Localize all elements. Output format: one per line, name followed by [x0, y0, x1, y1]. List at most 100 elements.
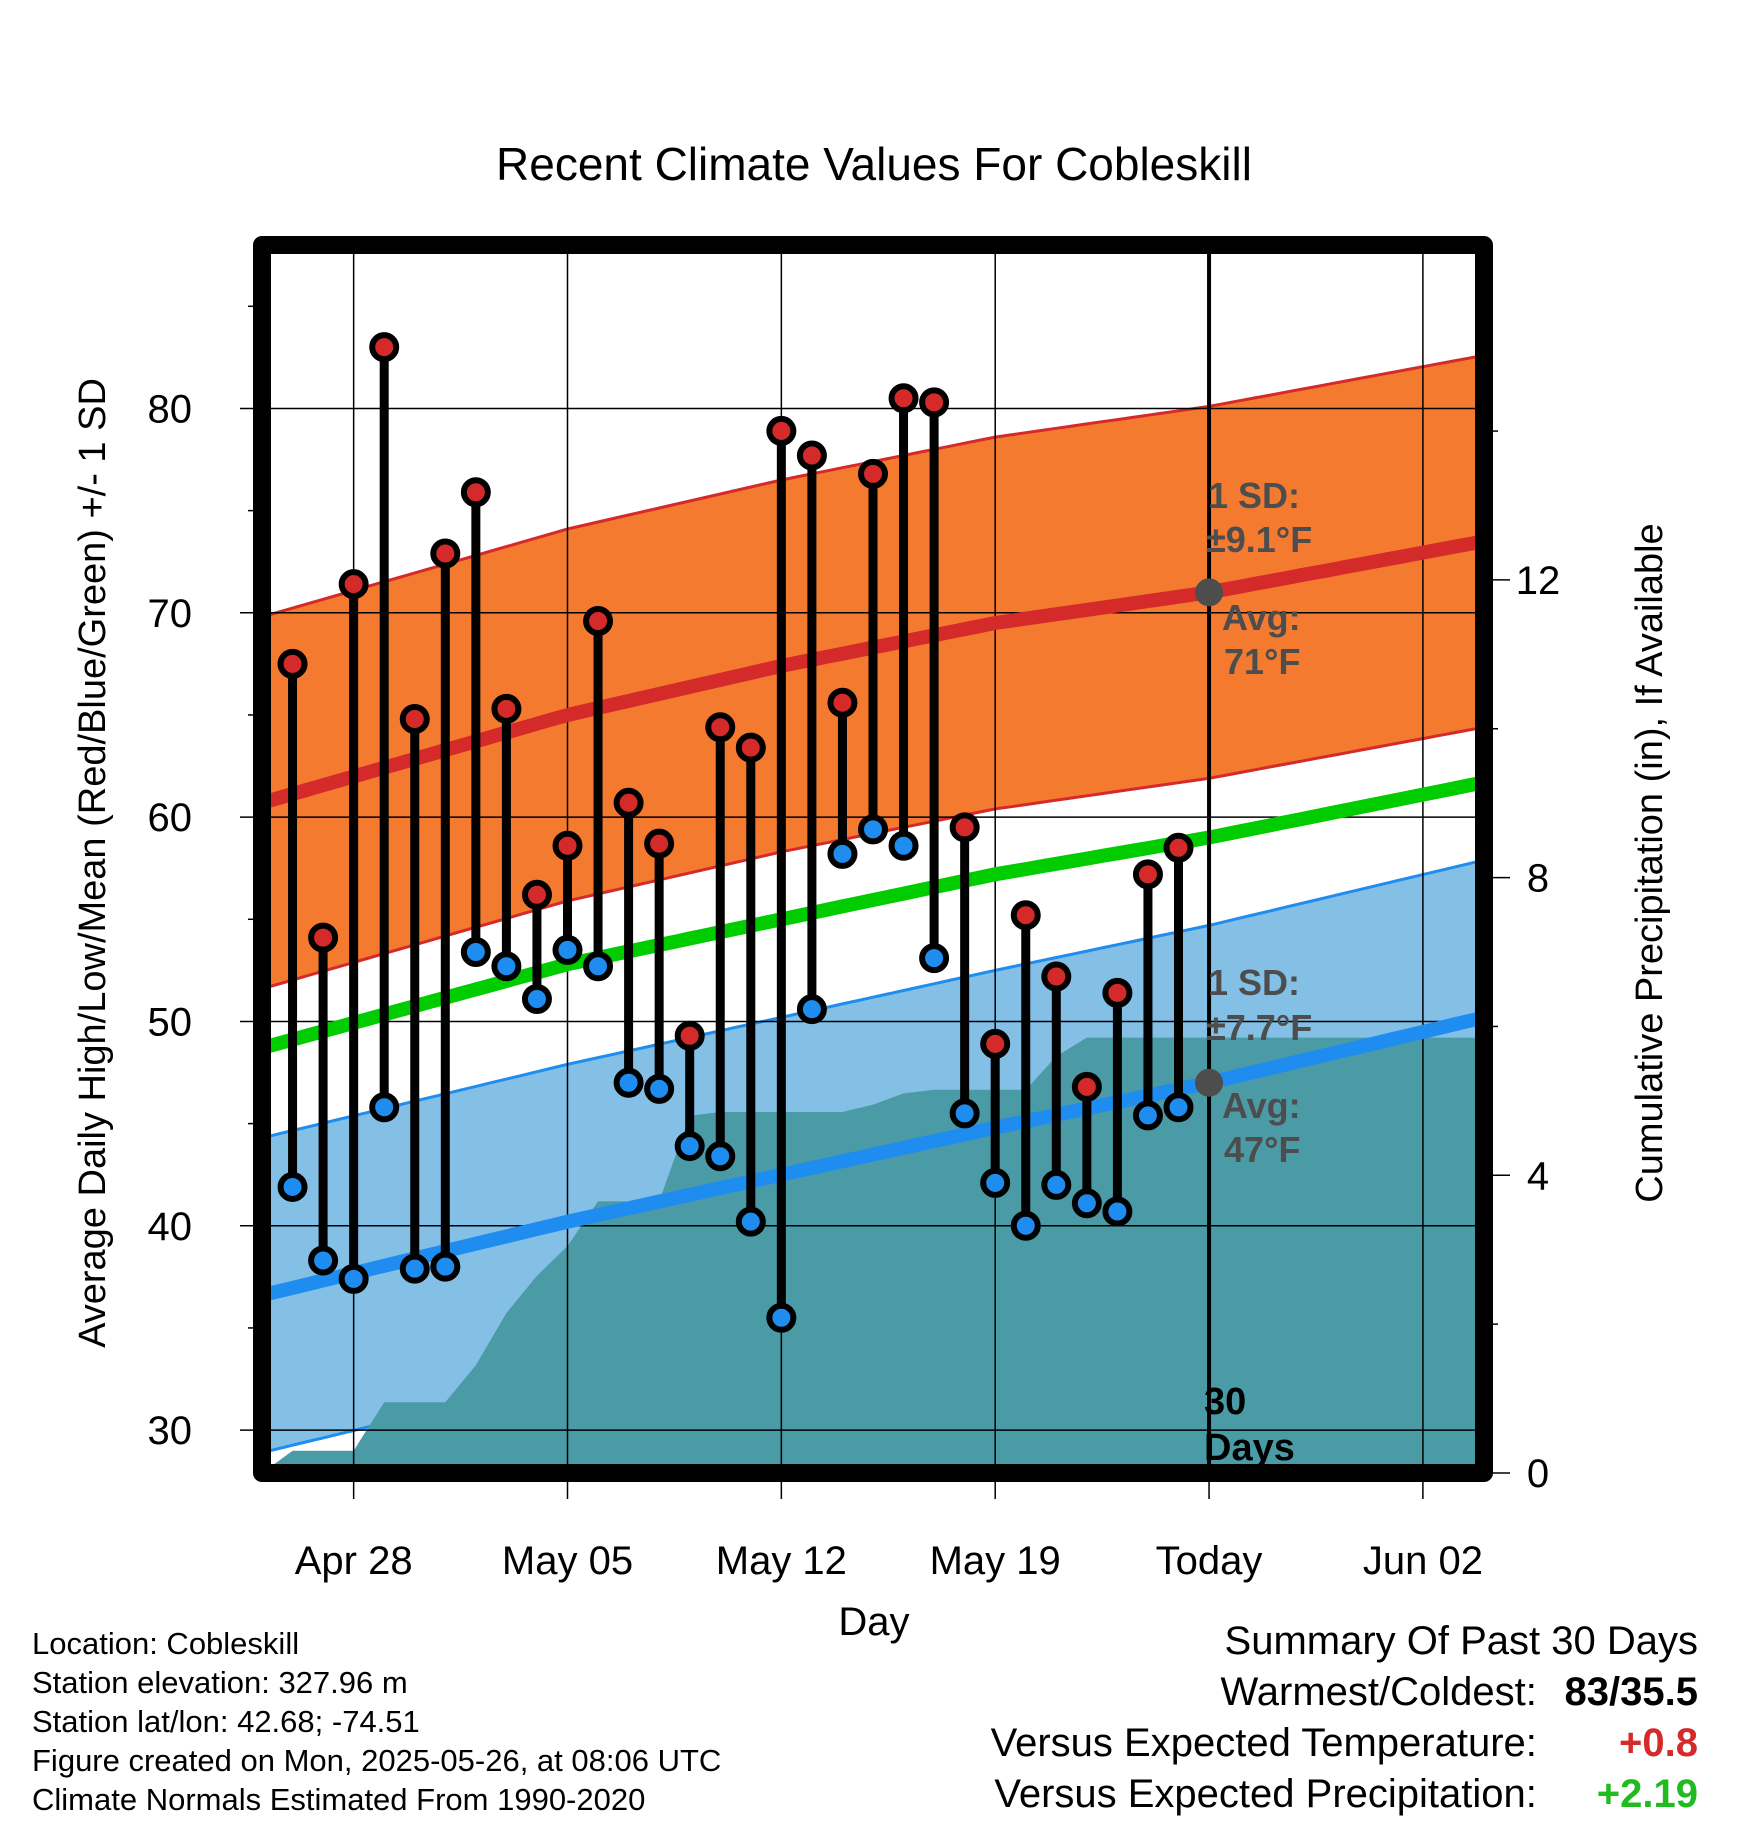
daily-high-point: [858, 458, 888, 489]
y2-tick-label: 4: [1527, 1154, 1549, 1198]
daily-ranges: [288, 347, 1183, 1318]
daily-low-point: [1102, 1196, 1133, 1227]
days-count-label: 30: [1204, 1381, 1246, 1423]
daily-low-point: [888, 830, 919, 861]
daily-high-point: [827, 687, 858, 718]
y-tick-label: 60: [148, 796, 193, 840]
daily-low-point: [949, 1098, 980, 1129]
daily-high-point: [369, 332, 400, 363]
daily-high-point: [674, 1020, 705, 1051]
y2-tick-label: 12: [1516, 559, 1561, 603]
elevation-text: Station elevation: 327.96 m: [32, 1665, 408, 1700]
daily-low-point: [1010, 1210, 1041, 1241]
low-band-upper-edge: [261, 858, 1485, 1140]
station-info: Location: Cobleskill Station elevation: …: [32, 1624, 721, 1819]
daily-high-point: [460, 477, 491, 508]
daily-low-point: [491, 951, 522, 982]
mean-average-line: [260, 775, 1486, 1055]
precip-value: +2.19: [1596, 1772, 1698, 1816]
high-avg-value: 71°F: [1224, 641, 1300, 682]
low-average-line: [260, 1010, 1486, 1303]
y2-axis-label: Cumulative Precipitation (in), If Availa…: [1629, 523, 1671, 1202]
daily-high-point: [491, 693, 522, 724]
daily-high-point: [613, 787, 644, 818]
today-marker: [1195, 245, 1224, 1473]
y2-tick-label: 0: [1527, 1452, 1549, 1496]
x-tick-label: May 12: [716, 1539, 847, 1583]
daily-high-point: [1102, 977, 1133, 1008]
high-avg-label: Avg:: [1222, 597, 1301, 638]
precip-label: Versus Expected Precipitation:: [994, 1772, 1537, 1816]
chart-title: Recent Climate Values For Cobleskill: [496, 138, 1252, 190]
daily-low-point: [858, 814, 888, 845]
daily-low-point: [460, 936, 491, 967]
daily-high-point: [644, 828, 675, 859]
summary-panel: Summary Of Past 30 Days Warmest/Coldest:…: [991, 1616, 1698, 1820]
daily-high-point: [1071, 1071, 1102, 1102]
daily-high-point: [1041, 961, 1072, 992]
latlon-text: Station lat/lon: 42.68; -74.51: [32, 1704, 420, 1739]
daily-low-point: [735, 1206, 766, 1237]
daily-low-point: [919, 943, 950, 974]
summary-warmest-row: Warmest/Coldest: 83/35.5: [991, 1667, 1699, 1718]
temp-label: Versus Expected Temperature:: [990, 1721, 1537, 1765]
low-average-today-marker: [1195, 1068, 1224, 1097]
normals-text: Climate Normals Estimated From 1990-2020: [32, 1782, 646, 1817]
high-average-today-marker: [1195, 578, 1224, 607]
y-tick-label: 70: [148, 592, 193, 636]
daily-high-point: [705, 712, 736, 743]
daily-high-point: [399, 704, 430, 735]
warmest-label: Warmest/Coldest:: [1220, 1670, 1537, 1714]
x-tick-label: Jun 02: [1363, 1539, 1483, 1583]
daily-low-point: [521, 983, 552, 1014]
daily-low-point: [308, 1245, 339, 1276]
low-avg-label: Avg:: [1222, 1085, 1301, 1126]
daily-low-point: [399, 1253, 430, 1284]
daily-high-point: [552, 830, 583, 861]
x-tick-label: May 19: [930, 1539, 1061, 1583]
daily-high-point: [1132, 859, 1163, 890]
daily-high-point: [521, 879, 552, 910]
summary-precip-row: Versus Expected Precipitation: +2.19: [991, 1769, 1698, 1820]
daily-high-point: [888, 383, 919, 414]
daily-low-point: [1071, 1188, 1102, 1219]
x-axis-label: Day: [838, 1600, 909, 1644]
warmest-value: 83/35.5: [1564, 1670, 1698, 1714]
axes: 30 40 50 60 70 80 0 4 8 12 Apr 28 May 05 May 12 May 1…: [148, 305, 1561, 1583]
daily-high-point: [919, 387, 950, 418]
daily-points: [277, 332, 1194, 1333]
daily-low-point: [674, 1131, 705, 1162]
daily-low-point: [613, 1067, 644, 1098]
summary-temp-row: Versus Expected Temperature: +0.8: [991, 1718, 1698, 1769]
days-word-label: Days: [1204, 1427, 1295, 1469]
x-tick-label: Today: [1156, 1539, 1263, 1583]
daily-high-point: [735, 732, 766, 763]
daily-high-point: [338, 569, 369, 600]
daily-high-point: [980, 1028, 1011, 1059]
location-text: Location: Cobleskill: [32, 1626, 300, 1661]
daily-high-point: [949, 812, 980, 843]
daily-low-point: [277, 1171, 308, 1202]
y-axis-label: Average Daily High/Low/Mean (Red/Blue/Gr…: [72, 378, 114, 1348]
daily-low-point: [827, 838, 858, 869]
created-text: Figure created on Mon, 2025-05-26, at 08…: [32, 1743, 722, 1778]
daily-low-point: [644, 1073, 675, 1104]
x-tick-label: Apr 28: [295, 1539, 413, 1583]
summary-title: Summary Of Past 30 Days: [1224, 1619, 1698, 1663]
daily-low-point: [583, 951, 614, 982]
plot-border: [253, 236, 1493, 1482]
x-tick-label: May 05: [502, 1539, 633, 1583]
daily-low-point: [552, 934, 583, 965]
daily-low-point: [796, 994, 827, 1025]
plot-frame: [253, 236, 1493, 1482]
daily-low-point: [705, 1141, 736, 1172]
daily-high-point: [1010, 900, 1041, 931]
daily-low-point: [1163, 1092, 1194, 1123]
daily-high-point: [1163, 832, 1194, 863]
low-avg-value: 47°F: [1224, 1129, 1300, 1170]
daily-low-point: [430, 1251, 461, 1282]
daily-low-point: [766, 1302, 797, 1333]
low-sd-value: ±7.7°F: [1206, 1007, 1312, 1048]
